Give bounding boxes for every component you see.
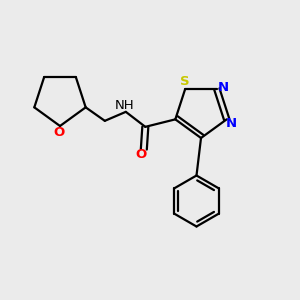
Text: N: N: [226, 117, 237, 130]
Text: O: O: [53, 126, 64, 139]
Text: N: N: [218, 81, 229, 94]
Text: S: S: [180, 75, 190, 88]
Text: O: O: [135, 148, 146, 161]
Text: NH: NH: [115, 99, 134, 112]
